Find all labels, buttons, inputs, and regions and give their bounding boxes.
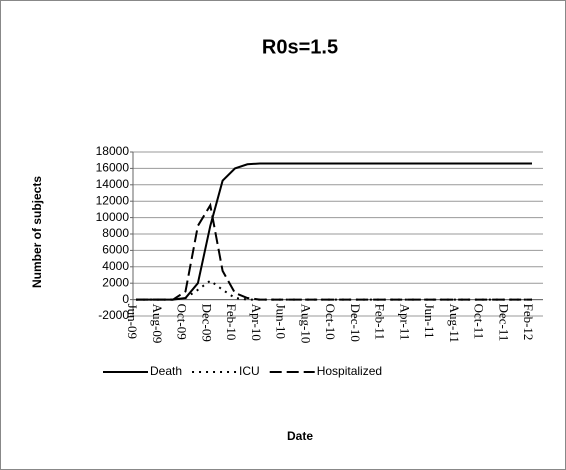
legend-label: Hospitalized <box>317 364 382 378</box>
y-tick-label: 12000 <box>96 193 130 207</box>
x-tick-label: Feb-10 <box>224 304 239 341</box>
series-line <box>136 162 532 301</box>
y-tick-label: 0 <box>122 292 129 306</box>
x-tick-label: Dec-09 <box>199 304 214 342</box>
y-tick-label: 4000 <box>102 259 129 273</box>
x-tick-label: Oct-09 <box>175 304 190 340</box>
x-axis-title: Date <box>287 429 313 443</box>
x-tick-label: Oct-10 <box>323 304 338 340</box>
x-tick-label: Dec-10 <box>348 304 363 342</box>
x-tick-label: Jun-11 <box>422 304 437 339</box>
y-axis-title: Number of subjects <box>30 176 44 288</box>
x-tick-label: Aug-10 <box>298 304 313 344</box>
y-tick-label: 10000 <box>96 210 130 224</box>
y-tick-label: 18000 <box>96 144 130 158</box>
y-tick-label: -2000 <box>98 308 129 322</box>
x-tick-label: Apr-11 <box>397 304 412 341</box>
y-tick-label: 14000 <box>96 177 130 191</box>
y-tick-label: 8000 <box>102 226 129 240</box>
legend-label: Death <box>150 364 182 378</box>
y-tick-label: 2000 <box>102 275 129 289</box>
x-tick-label: Jun-10 <box>274 304 289 339</box>
x-tick-label: Dec-11 <box>496 304 511 342</box>
y-tick-label: 16000 <box>96 161 130 175</box>
x-tick-label: Aug-11 <box>447 304 462 343</box>
x-tick-label: Jun-09 <box>125 304 140 339</box>
legend-label: ICU <box>239 364 260 378</box>
chart-title: R0s=1.5 <box>262 36 338 58</box>
y-tick-label: 6000 <box>102 243 129 257</box>
x-tick-label: Oct-11 <box>472 304 487 340</box>
series-line <box>136 202 532 301</box>
x-tick-label: Feb-12 <box>521 304 536 341</box>
x-tick-label: Apr-10 <box>249 304 264 341</box>
x-tick-label: Feb-11 <box>373 304 388 340</box>
x-tick-label: Aug-09 <box>150 304 165 344</box>
